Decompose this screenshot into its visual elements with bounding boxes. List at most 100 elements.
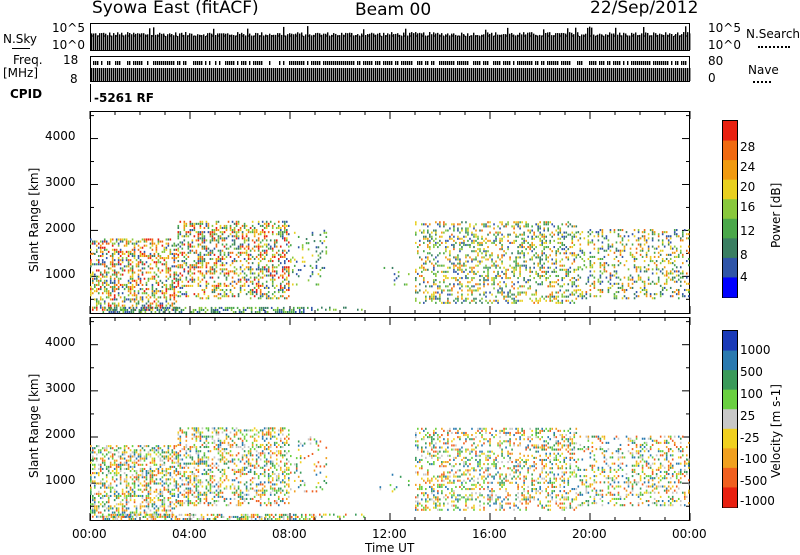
power-pixel <box>439 223 441 225</box>
power-pixel <box>168 267 170 269</box>
power-pixel <box>425 263 427 265</box>
freq-bar <box>307 68 308 81</box>
power-pixel <box>251 309 253 311</box>
power-pixel <box>491 294 493 296</box>
power-pixel <box>176 274 178 276</box>
power-pixel <box>539 275 541 277</box>
power-pixel <box>457 236 459 238</box>
freq-bar <box>243 68 244 81</box>
power-pixel <box>166 292 168 294</box>
power-pixel <box>130 286 132 288</box>
power-pixel <box>242 237 244 239</box>
nsky-bar <box>425 36 426 50</box>
power-pixel <box>676 256 678 258</box>
freq-bar <box>351 68 352 81</box>
power-pixel <box>96 300 98 302</box>
velocity-pixel <box>120 464 122 466</box>
power-pixel <box>660 291 662 293</box>
power-pixel <box>666 272 668 274</box>
power-pixel <box>142 261 144 263</box>
freq-bar <box>421 68 422 81</box>
power-pixel <box>103 311 105 313</box>
freq-bar <box>125 68 126 81</box>
power-pixel <box>515 223 517 225</box>
power-pixel <box>539 227 541 229</box>
freq-bar <box>183 68 184 81</box>
freq-bar <box>553 68 554 81</box>
power-pixel <box>467 294 469 296</box>
nave-mark <box>307 61 308 65</box>
power-pixel <box>202 241 204 243</box>
velocity-pixel <box>112 470 114 472</box>
power-pixel <box>686 250 688 252</box>
power-pixel <box>220 258 222 260</box>
power-pixel <box>477 238 479 240</box>
power-pixel <box>573 294 575 296</box>
power-pixel <box>200 260 202 262</box>
power-pixel <box>239 309 241 311</box>
power-pixel <box>262 270 264 272</box>
power-pixel <box>170 249 172 251</box>
power-pixel <box>90 263 92 265</box>
power-pixel <box>244 248 246 250</box>
power-pixel <box>94 284 96 286</box>
nsky-bar <box>171 34 172 50</box>
freq-bar <box>399 68 400 81</box>
power-pixel <box>415 298 417 300</box>
freq-bar <box>315 68 316 81</box>
power-pixel <box>267 311 269 313</box>
power-pixel <box>439 294 441 296</box>
power-pixel <box>453 277 455 279</box>
freq-bar <box>577 68 578 81</box>
power-pixel <box>266 250 268 252</box>
velocity-pixel <box>116 503 118 505</box>
power-pixel <box>541 242 543 244</box>
freq-bar <box>389 68 390 81</box>
velocity-pixel <box>148 503 150 505</box>
nave-mark <box>495 61 496 65</box>
power-pixel <box>523 256 525 258</box>
nave-mark <box>595 61 596 65</box>
power-pixel <box>108 290 110 292</box>
power-pixel <box>501 248 503 250</box>
power-pixel <box>212 277 214 279</box>
nsky-bar <box>119 34 120 50</box>
power-pixel <box>260 254 262 256</box>
nsky-bar <box>455 35 456 50</box>
power-pixel <box>682 270 684 272</box>
nsky-bar <box>385 35 386 50</box>
power-pixel <box>112 238 114 240</box>
power-pixel <box>406 283 408 285</box>
power-pixel <box>600 264 602 266</box>
power-pixel <box>656 272 658 274</box>
power-pixel <box>588 241 590 243</box>
power-pixel <box>670 279 672 281</box>
power-pixel <box>109 307 111 309</box>
nave-mark <box>507 61 508 65</box>
power-pixel <box>282 233 284 235</box>
power-pixel <box>686 277 688 279</box>
power-pixel <box>132 305 134 307</box>
power-pixel <box>662 260 664 262</box>
nsky-bar <box>207 33 208 50</box>
velocity-pixel <box>114 499 116 501</box>
power-pixel <box>471 250 473 252</box>
power-pixel <box>662 231 664 233</box>
power-pixel <box>144 267 146 269</box>
power-pixel <box>196 262 198 264</box>
power-pixel <box>104 263 106 265</box>
power-pixel <box>266 270 268 272</box>
nave-mark <box>353 61 354 65</box>
power-pixel <box>493 234 495 236</box>
nave-mark <box>541 61 542 65</box>
power-pixel <box>128 261 130 263</box>
power-pixel <box>282 266 284 268</box>
power-pixel <box>580 248 582 250</box>
power-pixel <box>636 281 638 283</box>
power-pixel <box>206 270 208 272</box>
power-pixel <box>676 275 678 277</box>
power-pixel <box>622 229 624 231</box>
power-pixel <box>136 241 138 243</box>
nave-mark <box>525 61 526 65</box>
power-pixel <box>278 258 280 260</box>
